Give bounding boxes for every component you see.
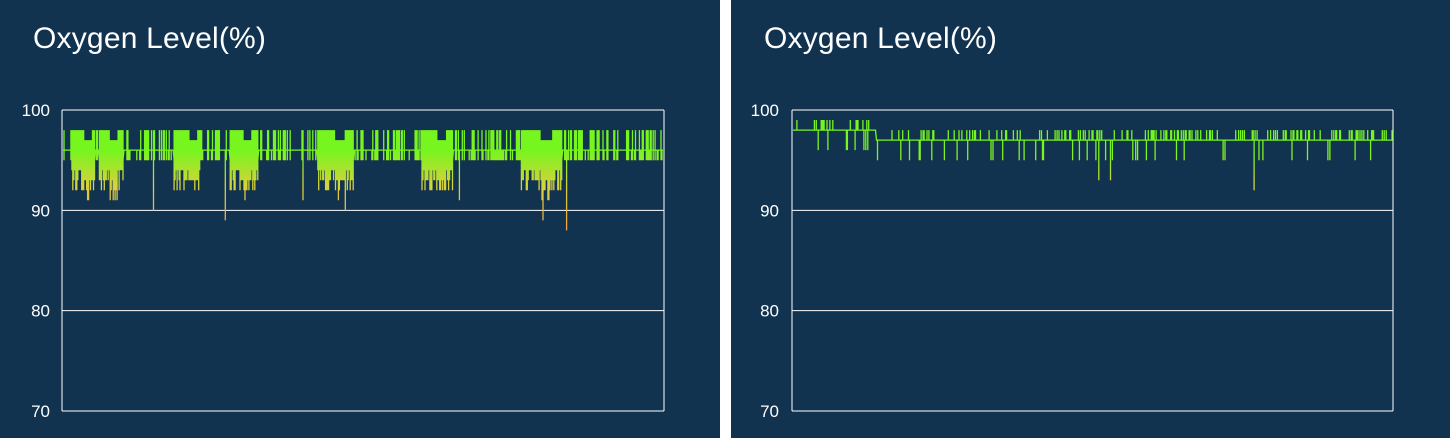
chart-panel-left: Oxygen Level(%) 100 90 80 70 <box>0 0 720 438</box>
oxygen-series-line <box>63 130 663 231</box>
y-tick-label: 80 <box>31 302 50 321</box>
y-tick-label: 70 <box>760 402 779 421</box>
y-tick-label: 90 <box>31 201 50 220</box>
y-tick-label: 90 <box>760 201 779 220</box>
chart-panel-right: Oxygen Level(%) 100 90 80 70 <box>731 0 1450 438</box>
y-tick-label: 70 <box>31 402 50 421</box>
y-tick-label: 100 <box>22 101 50 120</box>
y-tick-label: 100 <box>751 101 779 120</box>
oxygen-level-chart-right: 100 90 80 70 <box>751 101 1394 421</box>
chart-title: Oxygen Level(%) <box>33 22 267 55</box>
oxygen-level-chart-left: 100 90 80 70 <box>22 101 665 421</box>
chart-title: Oxygen Level(%) <box>764 22 998 55</box>
y-tick-label: 80 <box>760 302 779 321</box>
oxygen-series-line <box>793 120 1393 191</box>
